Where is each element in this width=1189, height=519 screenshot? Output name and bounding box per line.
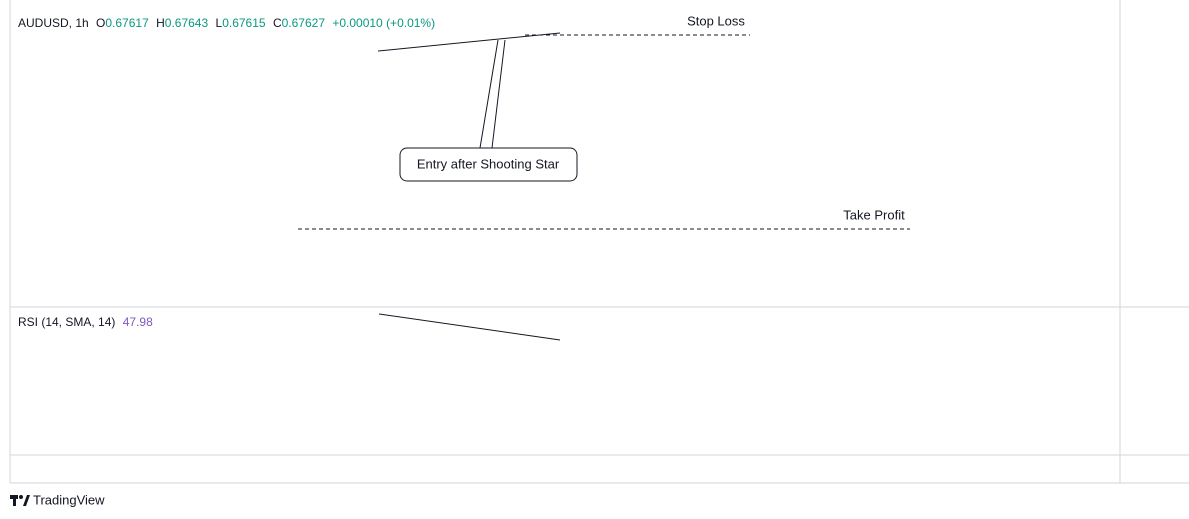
- callout-box: [399, 147, 578, 182]
- logo: TradingView: [10, 492, 105, 507]
- callout-pointer: [479, 39, 499, 149]
- logo-mark: [23, 495, 30, 506]
- trend-line: [377, 32, 561, 52]
- ohlc-label: H: [156, 16, 165, 30]
- ohlc-label: O: [96, 16, 105, 30]
- change: +0.00010 (+0.01%): [332, 16, 435, 30]
- header: AUDUSD, 1h O0.67617 H0.67643 L0.67615 C0…: [18, 16, 435, 30]
- rsi-title: RSI (14, SMA, 14) 47.98: [18, 315, 153, 329]
- ohlc-label: L: [216, 16, 223, 30]
- footer-text: TradingView: [33, 492, 105, 507]
- take-profit-label: Take Profit: [843, 207, 905, 222]
- callout-pointer: [491, 39, 506, 149]
- logo-mark: [19, 495, 23, 499]
- rsi-name: RSI (14, SMA, 14): [18, 315, 115, 329]
- ohlc-value: 0.67615: [222, 16, 266, 30]
- rsi-trend-line: [378, 313, 561, 341]
- ohlc-value: 0.67627: [282, 16, 326, 30]
- callout-text: Entry after Shooting Star: [417, 156, 560, 171]
- ohlc-value: 0.67643: [165, 16, 209, 30]
- rsi-value: 47.98: [123, 315, 153, 329]
- symbol: AUDUSD, 1h: [18, 16, 89, 30]
- logo-mark: [13, 495, 16, 506]
- ohlc-value: 0.67617: [105, 16, 149, 30]
- stop-loss-label: Stop Loss: [687, 13, 745, 28]
- ohlc-label: C: [273, 16, 282, 30]
